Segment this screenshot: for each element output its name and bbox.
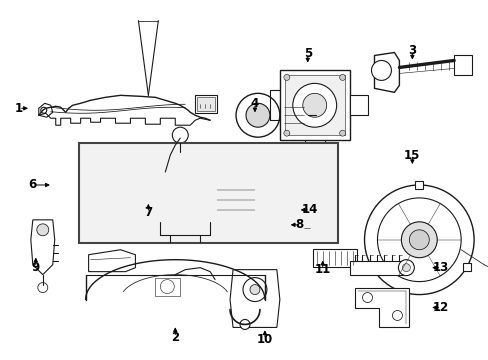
Text: 2: 2 (171, 331, 179, 344)
Text: 12: 12 (432, 301, 448, 314)
Text: 3: 3 (407, 44, 416, 57)
Polygon shape (31, 220, 55, 275)
Circle shape (339, 130, 345, 136)
Circle shape (302, 93, 326, 117)
Text: 6: 6 (29, 179, 37, 192)
Bar (197, 97, 215, 111)
Circle shape (398, 260, 413, 276)
Circle shape (157, 172, 213, 228)
Circle shape (283, 201, 295, 213)
Circle shape (240, 319, 249, 329)
Circle shape (41, 107, 47, 113)
Text: 11: 11 (314, 263, 330, 276)
Circle shape (364, 185, 473, 294)
Text: 1: 1 (15, 102, 23, 115)
Text: 9: 9 (32, 261, 40, 274)
Circle shape (177, 192, 193, 208)
Circle shape (172, 127, 188, 143)
Text: 8: 8 (295, 218, 303, 231)
Bar (279, 100, 307, 130)
Circle shape (260, 225, 265, 231)
Circle shape (249, 285, 260, 294)
Circle shape (283, 75, 289, 80)
Bar (285, 75, 344, 135)
Text: 5: 5 (303, 47, 311, 60)
Circle shape (362, 293, 372, 302)
Bar (213, 180, 258, 220)
Bar (258, 192, 272, 208)
Circle shape (268, 225, 274, 231)
Bar (349, 261, 404, 275)
Text: 4: 4 (250, 97, 259, 110)
Circle shape (377, 198, 460, 282)
Polygon shape (229, 270, 279, 328)
Polygon shape (374, 53, 399, 92)
Circle shape (408, 230, 428, 250)
Polygon shape (88, 250, 135, 272)
Circle shape (292, 84, 336, 127)
Circle shape (250, 225, 256, 231)
Circle shape (38, 283, 48, 293)
Text: 14: 14 (301, 203, 317, 216)
Circle shape (245, 103, 269, 127)
Bar (281, 102, 305, 128)
Bar (155, 278, 180, 296)
Bar (245, 218, 289, 238)
Circle shape (392, 310, 402, 320)
Circle shape (243, 278, 266, 302)
Circle shape (167, 182, 203, 218)
Circle shape (160, 280, 174, 293)
Bar (215, 182, 255, 218)
Bar (349, 95, 367, 115)
Text: 10: 10 (256, 333, 272, 346)
Bar (453, 55, 471, 75)
Circle shape (37, 224, 49, 236)
Circle shape (277, 225, 283, 231)
Bar (79, 143, 337, 243)
Text: 7: 7 (144, 206, 152, 219)
Circle shape (339, 75, 345, 80)
Circle shape (276, 194, 302, 220)
Bar (367, 263, 375, 271)
Circle shape (371, 60, 390, 80)
Text: 13: 13 (432, 261, 448, 274)
Bar (289, 222, 301, 234)
Bar (414, 181, 423, 189)
Circle shape (283, 130, 289, 136)
Circle shape (402, 264, 409, 272)
Bar (312, 249, 356, 267)
Bar (195, 95, 217, 113)
Polygon shape (39, 103, 53, 117)
Polygon shape (354, 288, 408, 328)
Polygon shape (267, 185, 311, 229)
Text: 15: 15 (404, 149, 420, 162)
Circle shape (236, 93, 279, 137)
Bar (279, 71, 349, 140)
Bar (462, 263, 470, 271)
Circle shape (401, 222, 436, 258)
